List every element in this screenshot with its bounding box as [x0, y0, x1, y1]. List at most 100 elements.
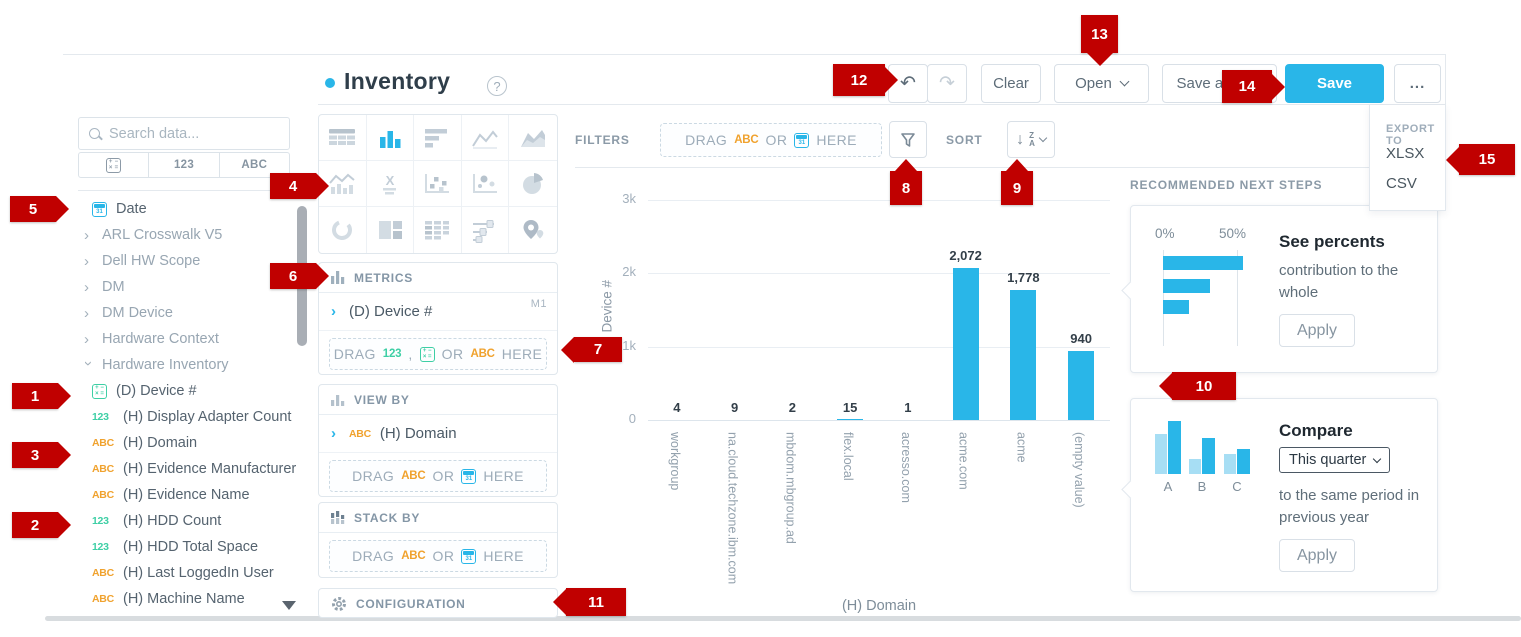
sort-button[interactable]: ↓ Z A — [1007, 121, 1055, 158]
metrics-drop-zone[interactable]: DRAG 123 , OR ABC HERE — [329, 338, 547, 370]
pie-chart-icon[interactable] — [509, 161, 557, 207]
callout-badge-4: 4 — [270, 173, 316, 199]
card-title: See percents — [1279, 232, 1385, 251]
recommendation-card-see-percents: 0% 50% See percents contribution to the … — [1130, 205, 1438, 373]
treemap-icon[interactable] — [367, 207, 415, 253]
callout-badge-13: 13 — [1081, 15, 1118, 53]
title-bullet-icon — [325, 78, 335, 88]
field-item[interactable]: 123 (H) HDD Total Space — [78, 534, 292, 560]
chart-bar — [837, 418, 864, 420]
mini-bar — [1237, 449, 1250, 474]
scatter-chart-icon[interactable] — [414, 161, 462, 207]
open-label: Open — [1075, 75, 1112, 92]
gridline — [648, 273, 1110, 275]
field-item[interactable]: 123 (H) HDD Count — [78, 508, 292, 534]
filter-funnel-button[interactable] — [889, 121, 927, 158]
card-description: contribution to the whole — [1279, 262, 1399, 301]
field-label: (H) Last LoggedIn User — [123, 565, 274, 581]
apply-button[interactable]: Apply — [1279, 314, 1355, 347]
search-input[interactable] — [109, 125, 269, 142]
pivot-table-icon[interactable] — [414, 207, 462, 253]
text-field-icon: ABC — [401, 470, 426, 482]
view-by-drop-zone[interactable]: DRAG ABC OR HERE — [329, 460, 547, 492]
stack-by-icon — [331, 511, 345, 524]
y-axis-tick: 0 — [628, 411, 636, 426]
apply-button[interactable]: Apply — [1279, 539, 1355, 572]
donut-chart-icon[interactable] — [319, 207, 367, 253]
field-item[interactable]: › Dell HW Scope — [78, 248, 292, 274]
filters-drop-zone[interactable]: DRAG ABC OR HERE — [660, 123, 882, 157]
metrics-panel: METRICS › (D) Device # M1 DRAG 123 , OR AB… — [318, 262, 558, 375]
field-item[interactable]: ABC (H) Domain — [78, 430, 292, 456]
indicator-chart-icon[interactable] — [462, 207, 510, 253]
field-item[interactable]: ABC (H) Evidence Name — [78, 482, 292, 508]
stack-by-drop-zone[interactable]: DRAG ABC OR HERE — [329, 540, 547, 572]
field-item[interactable]: › Hardware Context — [78, 326, 292, 352]
field-item[interactable]: ABC (H) Last LoggedIn User — [78, 560, 292, 586]
compare-period-value: This quarter — [1289, 452, 1367, 468]
mini-chart-label: B — [1197, 479, 1207, 494]
calendar-icon — [794, 132, 810, 148]
page-title: Inventory — [344, 68, 451, 94]
undo-icon: ↶ — [900, 73, 916, 94]
svg-text:X: X — [386, 173, 395, 188]
field-item[interactable]: 123 (H) Display Adapter Count — [78, 404, 292, 430]
chart-bar — [952, 268, 979, 420]
combo-chart-icon[interactable] — [319, 161, 367, 207]
bubble-chart-icon[interactable] — [461, 161, 510, 207]
x-axis-label: flex.local — [841, 432, 856, 481]
chevron-down-icon — [1119, 76, 1130, 87]
text-field-icon: ABC — [92, 489, 114, 501]
clear-button[interactable]: Clear — [981, 64, 1041, 103]
redo-button[interactable]: ↷ — [927, 64, 967, 103]
view-by-item-domain[interactable]: › ABC (H) Domain — [319, 415, 557, 453]
tab-text-fields[interactable]: ABC — [218, 153, 289, 177]
bar-chart-icon[interactable] — [414, 115, 462, 161]
column-chart-icon-selected[interactable] — [366, 115, 415, 161]
x-axis-label: acme — [1014, 432, 1029, 463]
bar-value-label: 4 — [673, 400, 681, 415]
area-chart-icon[interactable] — [509, 115, 557, 161]
field-item[interactable]: Date — [78, 196, 292, 222]
tab-numeric-fields[interactable]: 123 — [148, 153, 218, 177]
more-options-button[interactable]: ... — [1394, 64, 1441, 103]
map-pin-icon[interactable] — [509, 207, 557, 253]
numeric-field-icon: 123 — [92, 411, 109, 423]
window-top-border — [63, 54, 1446, 55]
mini-chart-gridline — [1237, 250, 1238, 346]
export-xlsx-item[interactable]: XLSX — [1386, 145, 1425, 162]
x-category-chart-icon[interactable]: X — [366, 161, 415, 207]
field-item[interactable]: ABC (H) Machine Name — [78, 586, 292, 612]
mini-bar — [1189, 459, 1201, 474]
field-item[interactable]: › ARL Crosswalk V5 — [78, 222, 292, 248]
bar-value-label: 1 — [904, 400, 912, 415]
bar-chart: (D) Device # (H) Domain 0 1k 2k 3k 4 workgrou… — [575, 170, 1131, 618]
tab-all-fields[interactable] — [79, 153, 148, 177]
save-button[interactable]: Save — [1285, 64, 1384, 103]
compare-period-select[interactable]: This quarter — [1279, 447, 1391, 473]
x-axis-label: acresso.com — [898, 432, 913, 503]
field-item[interactable]: ABC (H) Evidence Manufacturer — [78, 456, 296, 482]
bar-value-label: 2,072 — [949, 248, 982, 264]
callout-badge-15: 15 — [1459, 144, 1515, 175]
field-item[interactable]: (D) Device # — [78, 378, 292, 404]
open-button[interactable]: Open — [1054, 64, 1149, 103]
numeric-field-icon: 123 — [382, 348, 402, 360]
calendar-icon — [461, 548, 477, 564]
field-item[interactable]: › Hardware Inventory — [78, 352, 292, 378]
table-chart-icon[interactable] — [319, 115, 367, 161]
chevron-right-icon: › — [84, 304, 89, 322]
help-icon[interactable]: ? — [487, 76, 507, 96]
metric-item-device-count[interactable]: › (D) Device # M1 — [319, 293, 557, 331]
configuration-header[interactable]: CONFIGURATION — [319, 589, 557, 619]
x-axis-label: workgroup — [667, 432, 682, 491]
line-chart-icon[interactable] — [461, 115, 510, 161]
field-item[interactable]: › DM — [78, 274, 292, 300]
field-label: (H) Evidence Manufacturer — [123, 461, 297, 477]
callout-badge-14: 14 — [1222, 70, 1272, 103]
scroll-down-icon[interactable] — [282, 601, 296, 610]
field-item[interactable]: › DM Device — [78, 300, 292, 326]
metrics-header: METRICS — [319, 263, 557, 293]
export-csv-item[interactable]: CSV — [1386, 175, 1417, 192]
